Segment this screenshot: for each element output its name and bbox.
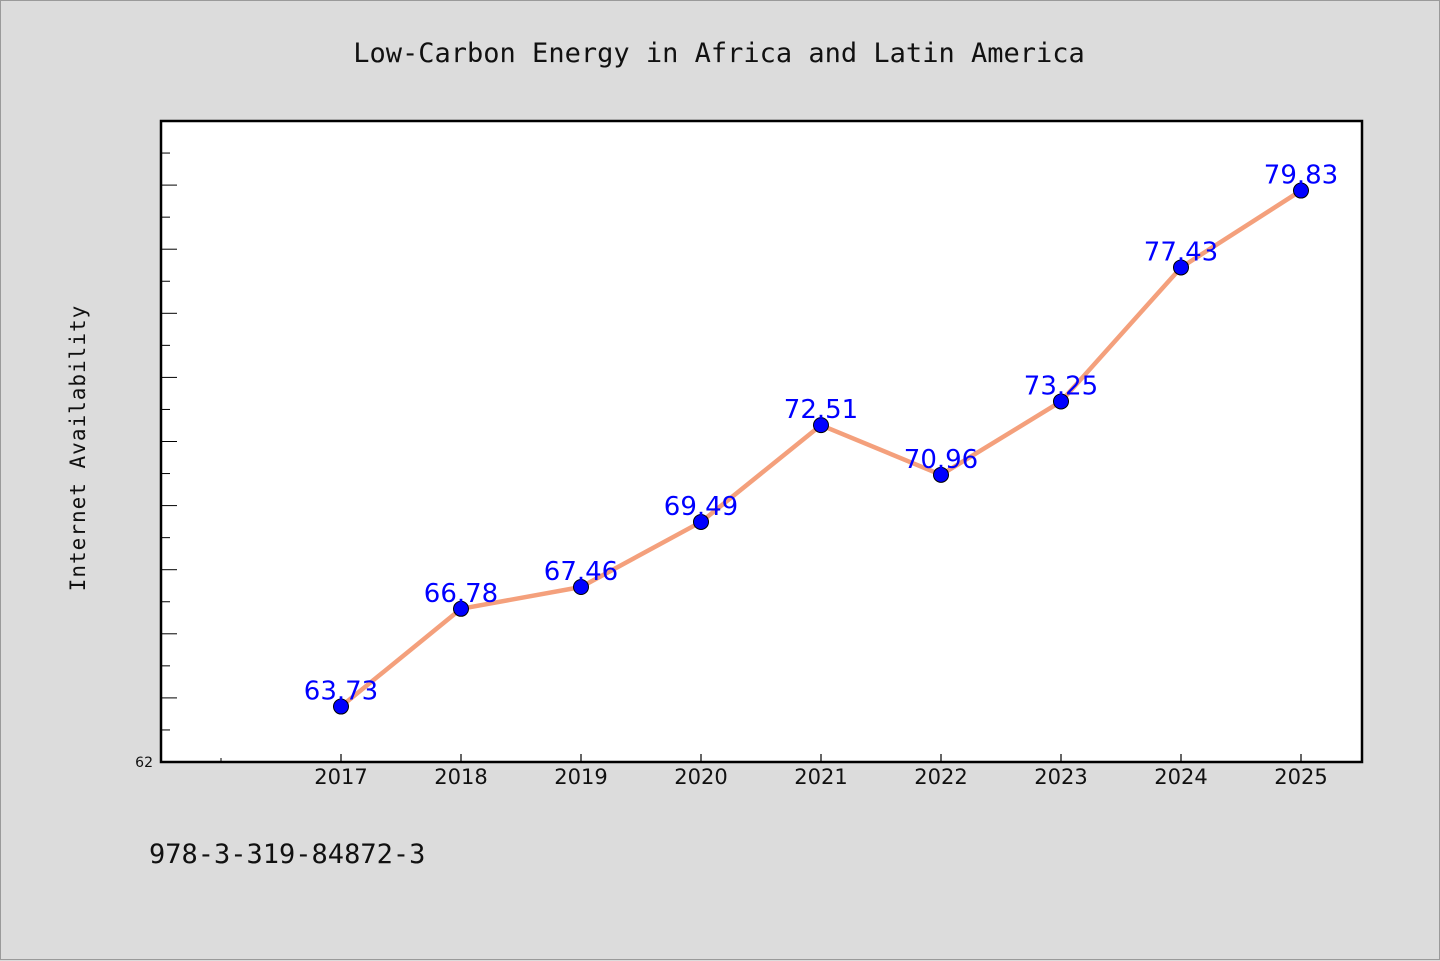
y-tick-label-62: 62 xyxy=(135,755,153,771)
x-tick-label-2017: 2017 xyxy=(314,765,367,789)
data-label-2018: 66.78 xyxy=(424,579,498,609)
data-markers xyxy=(333,182,1309,715)
y-axis-label: Internet Availability xyxy=(66,305,90,592)
x-tick-label-2020: 2020 xyxy=(674,765,727,789)
y-axis-ticks xyxy=(161,152,177,731)
x-tick-label-2022: 2022 xyxy=(914,765,967,789)
plot-area xyxy=(159,119,1364,764)
x-tick-label-2025: 2025 xyxy=(1274,765,1327,789)
data-label-2021: 72.51 xyxy=(784,395,858,425)
data-label-2019: 67.46 xyxy=(544,557,618,587)
chart-title: Low-Carbon Energy in Africa and Latin Am… xyxy=(353,38,1085,69)
data-label-2023: 73.25 xyxy=(1024,371,1098,401)
data-label-2017: 63.73 xyxy=(304,677,378,707)
data-point-2023 xyxy=(1053,393,1069,410)
data-label-2020: 69.49 xyxy=(664,492,738,522)
x-tick-label-2019: 2019 xyxy=(554,765,607,789)
data-point-2018 xyxy=(453,600,469,617)
x-axis-ticks xyxy=(220,754,1302,762)
x-tick-label-2023: 2023 xyxy=(1034,765,1087,789)
x-tick-labels: 2017 2018 2019 2020 2021 2022 2023 2024 2025 xyxy=(314,765,1327,789)
data-point-2022 xyxy=(933,466,949,483)
data-point-2017 xyxy=(333,698,349,715)
data-point-2025 xyxy=(1293,182,1309,199)
data-labels: 63.73 66.78 67.46 69.49 72.51 70.96 73.25 77.43… xyxy=(304,161,1338,707)
x-tick-label-2018: 2018 xyxy=(434,765,487,789)
x-tick-label-2021: 2021 xyxy=(794,765,847,789)
data-point-2024 xyxy=(1173,259,1189,276)
isbn-footer: 978-3-319-84872-3 xyxy=(149,839,425,870)
x-tick-label-2024: 2024 xyxy=(1154,765,1207,789)
data-point-2021 xyxy=(813,417,829,434)
data-label-2025: 79.83 xyxy=(1264,161,1338,191)
data-label-2024: 77.43 xyxy=(1144,237,1218,267)
data-point-2019 xyxy=(573,579,589,596)
data-label-2022: 70.96 xyxy=(904,445,978,475)
data-point-2020 xyxy=(693,513,709,530)
